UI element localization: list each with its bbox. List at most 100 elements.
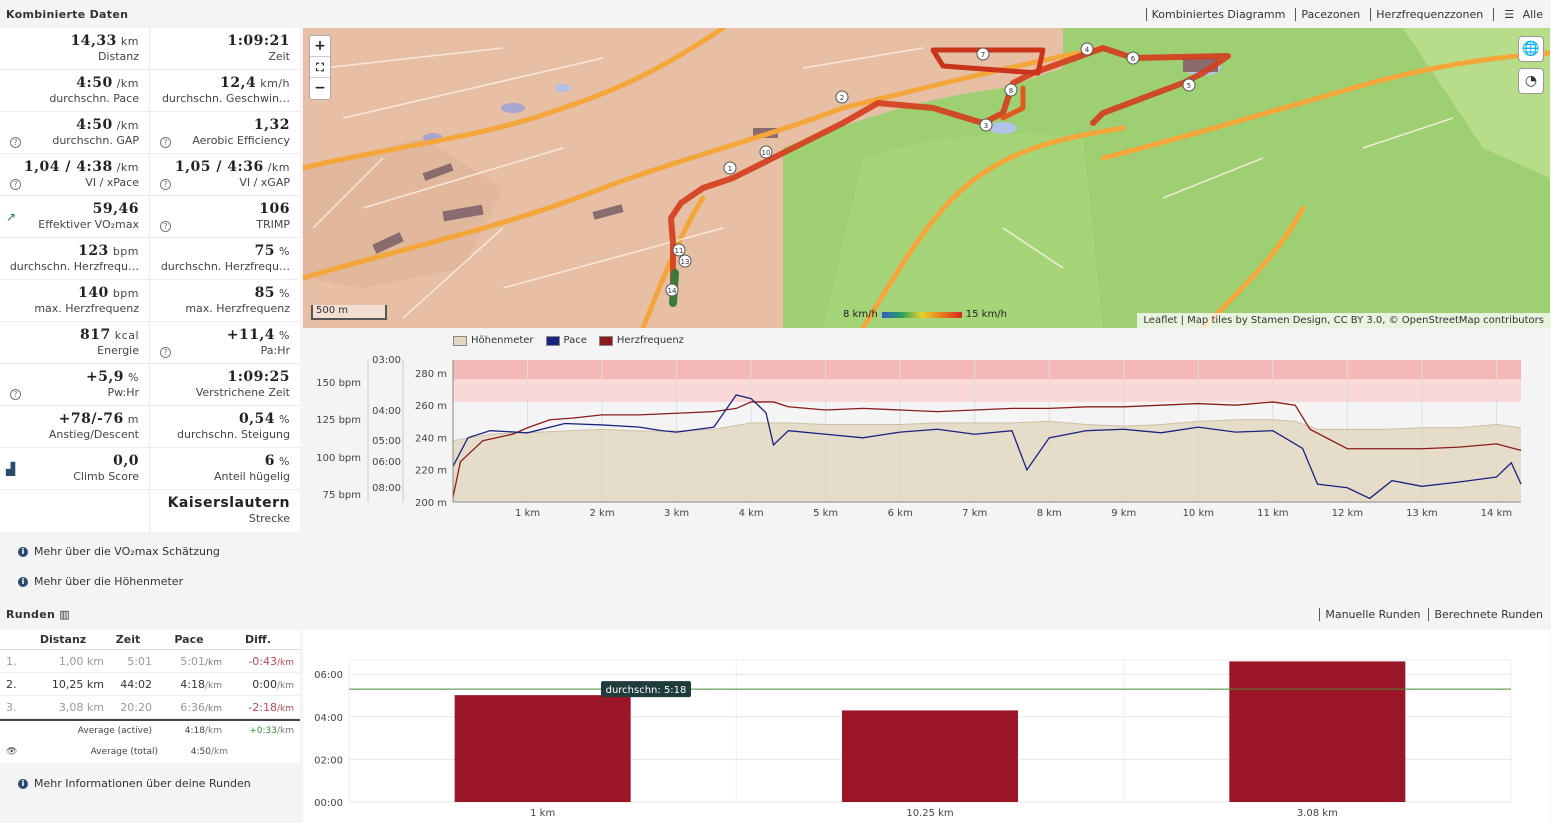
stat-value: 85% [150,285,290,301]
computed-laps-link[interactable]: Berechnete Runden [1428,608,1543,621]
stat-cell: 817 kcal Energie [0,322,150,363]
route-marker[interactable]: 10 [759,145,773,159]
average-label-box [601,681,691,698]
laps-info-link[interactable]: i Mehr Informationen über deine Runden [18,777,251,790]
route-marker[interactable]: 2 [835,90,849,104]
route-marker[interactable]: 13 [678,254,692,268]
route-marker[interactable]: 3 [979,118,993,132]
combined-chart[interactable]: Höhenmeter Pace Herzfrequenz 1 km 2 km 3 k… [303,330,1550,600]
route-marker-label: 3 [984,122,988,130]
route-marker-label: 7 [981,51,985,59]
chart-view-links: Kombiniertes Diagramm Pacezonen Herzfreq… [1145,8,1543,21]
laps-title: Runden ▥ [6,608,70,621]
lap-row[interactable]: 2. 10,25 km 44:02 4:18/km 0:00/km [0,673,300,696]
help-icon[interactable]: ? [160,221,171,232]
stat-label: Energie [97,344,139,357]
stat-number: 106 [259,201,290,217]
chart-icon[interactable]: ▥ [59,608,70,621]
pace-tick-label: 03:00 [372,355,401,366]
lap-row[interactable]: 1. 1,00 km 5:01 5:01/km -0:43/km [0,650,300,673]
link-all[interactable]: ☰ Alle [1493,8,1543,21]
pace-line [452,394,1522,500]
link-hr-zones[interactable]: Herzfrequenzzonen [1370,8,1483,21]
stat-cell: 85% max. Herzfrequenz [150,280,300,321]
pace-tick-label: 04:00 [372,406,401,417]
pace-tick-label: 05:00 [372,436,401,447]
link-pace-zones[interactable]: Pacezonen [1295,8,1360,21]
stat-unit: /km [267,161,290,174]
column-header[interactable]: Distanz [39,633,87,646]
link-combined-chart[interactable]: Kombiniertes Diagramm [1145,8,1285,21]
route-marker[interactable]: 6 [1126,51,1140,65]
lap-bar[interactable] [842,710,1018,802]
elevation-line [452,419,1522,442]
legend-hr[interactable]: Herzfrequenz [598,335,684,346]
route-marker[interactable]: 4 [1080,42,1094,56]
stat-row: 123 bpm durchschn. Herzfrequ… 75% durchschn.… [0,238,300,280]
route-marker[interactable]: 5 [1182,78,1196,92]
stat-value: 14,33 km [0,33,139,49]
stat-number: 75 [254,243,276,259]
route-marker-label: 11 [675,247,684,255]
stat-number: 0,0 [113,453,139,469]
stat-label: Anstieg/Descent [48,428,139,441]
stat-value: 123 bpm [0,243,139,259]
lap-chart[interactable]: 06:00 04:00 02:00 00:00 1 km 10.25 km 3.08 km d… [303,630,1550,823]
column-header[interactable]: Pace [174,633,204,646]
info-icon: i [18,546,28,557]
zoom-fit-button[interactable]: ⛶ [310,57,330,78]
stat-unit: % [279,329,290,342]
vo2max-info-link[interactable]: i Mehr über die VO₂max Schätzung [18,545,220,558]
stat-value: 1,05 / 4:36/km [150,159,290,175]
globe-icon[interactable]: 🌐 [1518,36,1544,62]
route-marker[interactable]: 11 [672,243,686,257]
legend-pace[interactable]: Pace [545,335,587,346]
stat-unit: % [279,287,290,300]
stat-label: Climb Score [73,470,139,483]
info-link-text: Mehr über die Höhenmeter [34,575,184,588]
route-marker[interactable]: 14 [665,283,679,297]
stat-cell: 4:50/km durchschn. Pace [0,70,150,111]
help-icon[interactable]: ? [160,347,171,358]
area-chart-icon[interactable]: ▟ [6,462,16,476]
stat-cell: +5,9% Pw:Hr? [0,364,150,405]
map-attribution[interactable]: Leaflet | Map tiles by Stamen Design, CC… [1137,313,1550,328]
help-icon[interactable]: ? [160,179,171,190]
stat-cell: 1,05 / 4:36/km VI / xGAP? [150,154,300,195]
help-icon[interactable]: ? [160,137,171,148]
column-header[interactable]: Diff. [245,633,271,646]
hr-tick-label: 75 bpm [323,490,361,501]
lap-diff: 0:00/km [252,677,294,691]
help-icon[interactable]: ? [10,389,21,400]
help-icon[interactable]: ? [10,137,21,148]
lap-bar[interactable] [1229,661,1406,802]
stat-unit: bpm [112,245,139,258]
route-marker[interactable]: 1 [723,161,737,175]
legend-elevation[interactable]: Höhenmeter [453,335,534,346]
route-marker[interactable]: 7 [976,47,990,61]
eye-icon[interactable]: 👁 [6,747,18,757]
zoom-out-button[interactable]: − [314,80,326,96]
zoom-in-button[interactable]: + [310,36,330,57]
route-map[interactable]: 1 2 3 4 5 6 7 8 10 11 13 14 + ⛶ − 🌐 ◔ 500 m 8 km/h … [303,28,1550,328]
manual-laps-link[interactable]: Manuelle Runden [1319,608,1420,621]
x-tick-label: 3.08 km [1297,808,1338,819]
help-icon[interactable]: ? [10,179,21,190]
stat-number: 140 [78,285,109,301]
speedometer-icon[interactable]: ◔ [1518,68,1544,94]
elev-tick-label: 220 m [415,466,447,477]
lap-pace: 4:18/km [180,677,222,691]
stat-value: 6% [150,453,290,469]
lap-row[interactable]: 3. 3,08 km 20:20 6:36/km -2:18/km [0,696,300,719]
stat-unit: m [127,413,139,426]
x-tick-label: 11 km [1257,508,1288,519]
location-value[interactable]: Kaiserslautern [167,495,290,511]
elev-tick-label: 280 m [415,369,447,380]
stat-number: 1:09:21 [227,33,290,49]
stat-row: 0,0 Climb Score ▟ 6% Anteil hügelig [0,448,300,490]
elevation-info-link[interactable]: i Mehr über die Höhenmeter [18,575,183,588]
route-marker[interactable]: 8 [1004,83,1018,97]
column-header[interactable]: Zeit [115,633,141,646]
stat-value: 59,46 [0,201,139,217]
lap-bar[interactable] [454,695,631,802]
